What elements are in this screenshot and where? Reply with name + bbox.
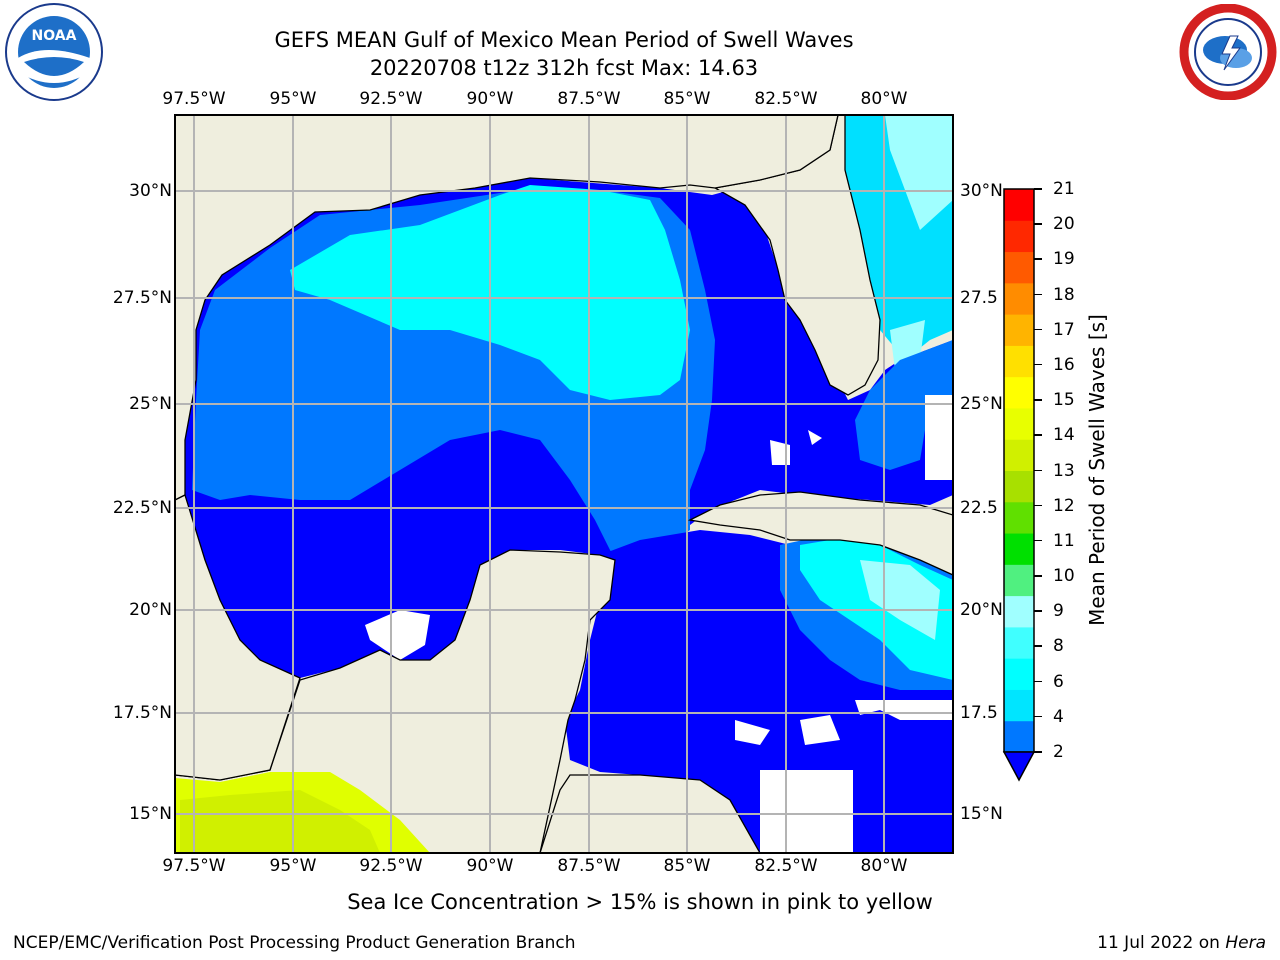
- chart-subtitle: 20220708 t12z 312h fcst Max: 14.63: [369, 56, 759, 80]
- lon-label-top: 95°W: [269, 89, 317, 109]
- colorbar-tick-label: 16: [1053, 354, 1075, 375]
- colorbar-tick: [1034, 363, 1042, 366]
- lat-label-right: 27.5: [960, 288, 998, 308]
- colorbar: [1002, 188, 1036, 782]
- colorbar-tick-label: 8: [1053, 636, 1064, 657]
- colorbar-segment: [1004, 407, 1034, 440]
- colorbar-tick: [1034, 223, 1042, 225]
- noaa-logo: NOAA: [4, 2, 104, 102]
- lat-label-right: 15°N: [960, 804, 1003, 824]
- lon-label-bottom: 80°W: [860, 856, 908, 876]
- colorbar-tick-label: 13: [1053, 460, 1075, 481]
- colorbar-tick: [1034, 645, 1042, 647]
- colorbar-tick-label: 18: [1053, 284, 1075, 305]
- lon-label-top: 92.5°W: [359, 89, 423, 109]
- colorbar-tick-label: 14: [1053, 425, 1075, 446]
- colorbar-tick-label: 6: [1053, 671, 1064, 692]
- footer-date: 11 Jul 2022 on: [1097, 933, 1220, 953]
- lat-label-left: 22.5°N: [112, 498, 172, 518]
- cuba: [687, 491, 953, 576]
- lon-label-top: 90°W: [466, 89, 514, 109]
- lat-label-left: 20°N: [129, 600, 172, 620]
- colorbar-tick-label: 21: [1053, 179, 1075, 199]
- colorbar-tick-label: 15: [1053, 390, 1075, 411]
- colorbar-segment: [1004, 282, 1034, 315]
- lat-label-right: 17.5: [960, 703, 998, 723]
- colorbar-segment: [1004, 314, 1034, 346]
- colorbar-tick: [1034, 293, 1042, 296]
- us-coast: [175, 115, 839, 501]
- sea-ice-note: Sea Ice Concentration > 15% is shown in …: [347, 890, 933, 914]
- colorbar-tick: [1034, 469, 1042, 471]
- colorbar-segment: [1004, 470, 1034, 503]
- colorbar-tick: [1034, 328, 1042, 331]
- colorbar-tick: [1034, 539, 1042, 542]
- colorbar-segment: [1004, 533, 1034, 565]
- colorbar-tick-label: 12: [1053, 495, 1075, 516]
- colorbar-tick-label: 19: [1053, 249, 1075, 270]
- colorbar-segment: [1004, 595, 1034, 628]
- lat-label-left: 25°N: [129, 394, 172, 414]
- svg-text:NOAA: NOAA: [32, 28, 77, 44]
- lon-label-top: 97.5°W: [162, 89, 226, 109]
- footer-right: 11 Jul 2022 on Hera: [1097, 933, 1266, 953]
- colorbar-tick: [1034, 751, 1042, 753]
- lon-label-bottom: 85°W: [663, 856, 711, 876]
- lat-label-right: 22.5: [960, 498, 998, 518]
- lon-label-top: 82.5°W: [754, 89, 818, 109]
- colorbar-tick-label: 2: [1053, 742, 1064, 762]
- colorbar-segment: [1004, 626, 1034, 659]
- lat-label-right: 20°N: [960, 600, 1003, 620]
- colorbar-tick-label: 20: [1053, 214, 1075, 235]
- lon-label-bottom: 90°W: [466, 856, 514, 876]
- colorbar-segment: [1004, 501, 1034, 534]
- lon-label-bottom: 82.5°W: [754, 856, 818, 876]
- colorbar-segment: [1004, 439, 1034, 471]
- colorbar-tick: [1034, 680, 1042, 683]
- colorbar-tick-label: 17: [1053, 319, 1075, 340]
- colorbar-segment: [1004, 189, 1034, 221]
- lat-label-left: 30°N: [129, 181, 172, 201]
- colorbar-tick: [1034, 258, 1042, 260]
- lon-label-top: 80°W: [860, 89, 908, 109]
- colorbar-label: Mean Period of Swell Waves [s]: [1085, 314, 1109, 626]
- nws-logo: [1178, 3, 1278, 101]
- lat-label-right: 25°N: [960, 394, 1003, 414]
- colorbar-segment: [1004, 220, 1034, 253]
- colorbar-tick-label: 10: [1053, 566, 1075, 587]
- colorbar-tick: [1034, 504, 1042, 507]
- colorbar-tick: [1034, 399, 1042, 401]
- lat-label-left: 17.5°N: [112, 703, 172, 723]
- colorbar-tick: [1034, 610, 1042, 612]
- lon-label-top: 85°W: [663, 89, 711, 109]
- lat-label-left: 27.5°N: [112, 288, 172, 308]
- lon-label-top: 87.5°W: [557, 89, 621, 109]
- colorbar-tick-label: 11: [1053, 530, 1075, 551]
- footer-left: NCEP/EMC/Verification Post Processing Pr…: [13, 933, 576, 953]
- colorbar-segment: [1004, 720, 1034, 753]
- colorbar-tick: [1034, 188, 1042, 190]
- colorbar-segment: [1004, 689, 1034, 722]
- colorbar-segment: [1004, 251, 1034, 284]
- colorbar-tick: [1034, 575, 1042, 577]
- lat-label-right: 30°N: [960, 181, 1003, 201]
- lon-label-bottom: 97.5°W: [162, 856, 226, 876]
- colorbar-tick: [1034, 434, 1042, 436]
- colorbar-segment: [1004, 376, 1034, 409]
- lon-label-bottom: 95°W: [269, 856, 317, 876]
- colorbar-tick-label: 9: [1053, 601, 1064, 622]
- lon-label-bottom: 87.5°W: [557, 856, 621, 876]
- colorbar-tick-label: 4: [1053, 706, 1064, 727]
- lat-label-left: 15°N: [129, 804, 172, 824]
- colorbar-segment: [1004, 658, 1034, 690]
- chart-title: GEFS MEAN Gulf of Mexico Mean Period of …: [274, 28, 854, 52]
- colorbar-segment: [1004, 564, 1034, 597]
- footer-machine: Hera: [1225, 933, 1266, 953]
- map-frame: [174, 114, 954, 854]
- colorbar-tick: [1034, 715, 1042, 718]
- lon-label-bottom: 92.5°W: [359, 856, 423, 876]
- colorbar-segment: [1004, 345, 1034, 378]
